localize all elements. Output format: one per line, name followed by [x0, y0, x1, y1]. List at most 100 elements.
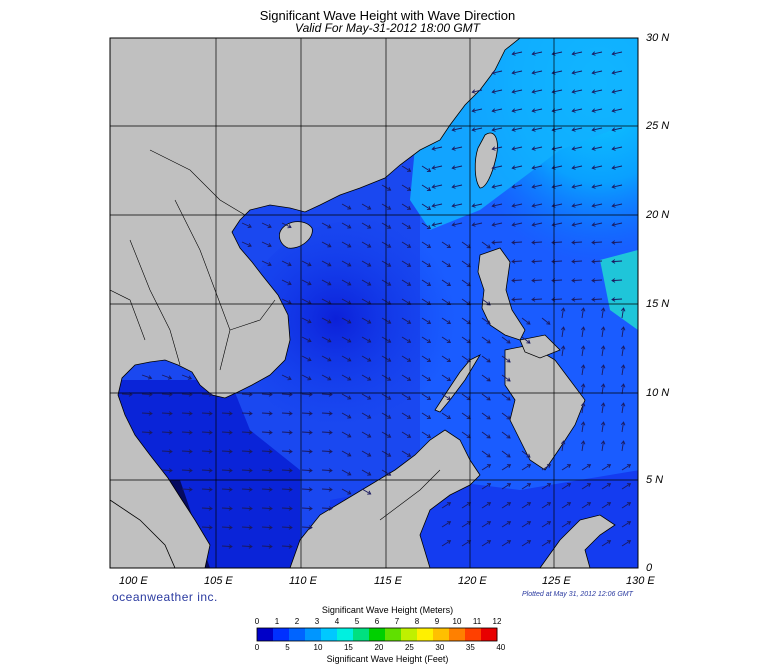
- wave-arrow-head: [531, 203, 536, 208]
- brand-logo-text: oceanweather inc.: [112, 590, 218, 604]
- wave-arrow: [401, 412, 411, 419]
- wave-arrow: [612, 127, 623, 131]
- wave-arrow: [241, 526, 253, 529]
- wave-arrow-head: [387, 281, 392, 286]
- wave-arrow-head: [367, 281, 372, 286]
- wave-arrow: [592, 203, 603, 207]
- wave-arrow: [572, 184, 583, 188]
- wave-arrow-head: [347, 376, 352, 381]
- wave-arrow: [511, 298, 523, 301]
- wave-arrow: [501, 374, 511, 382]
- colorbar-swatch: [401, 628, 418, 641]
- wave-arrow: [541, 464, 551, 471]
- wave-arrow-head: [511, 222, 516, 227]
- wave-arrow-head: [431, 203, 436, 208]
- wave-arrow-head: [571, 70, 576, 75]
- wave-arrow-head: [531, 70, 536, 75]
- wave-arrow-head: [451, 165, 456, 170]
- wave-arrow: [421, 412, 431, 419]
- wave-arrow-head: [307, 357, 312, 362]
- wave-arrow-head: [327, 262, 332, 267]
- wave-arrow-head: [188, 487, 193, 492]
- wave-arrow-head: [611, 146, 616, 151]
- wave-arrow: [511, 260, 523, 263]
- wave-arrow-head: [308, 525, 313, 530]
- wave-arrow-head: [267, 243, 272, 248]
- wave-arrow-head: [431, 184, 436, 189]
- colorbar-swatch: [337, 628, 354, 641]
- wave-arrow: [592, 89, 603, 93]
- wave-arrow: [401, 450, 411, 457]
- wave-arrow-head: [486, 434, 491, 439]
- wave-arrow: [421, 203, 431, 210]
- east-swell-highlight: [600, 250, 638, 330]
- wave-arrow-head: [367, 243, 372, 248]
- colorbar-swatch: [449, 628, 466, 641]
- wave-arrow-head: [446, 301, 452, 306]
- wave-arrow: [452, 222, 463, 226]
- wave-arrow: [601, 346, 605, 357]
- wave-arrow-head: [546, 540, 552, 545]
- wave-arrow-head: [307, 338, 312, 343]
- wave-arrow-head: [426, 225, 432, 229]
- wave-arrow: [501, 540, 511, 547]
- wave-arrow-head: [506, 540, 512, 545]
- wave-arrow-head: [531, 51, 536, 56]
- wave-arrow-head: [626, 521, 632, 526]
- wave-arrow-head: [531, 89, 536, 94]
- wave-arrow-head: [511, 297, 516, 302]
- wave-arrow: [361, 450, 371, 457]
- wave-arrow-head: [168, 449, 173, 454]
- wave-arrow-head: [486, 320, 491, 325]
- lon-label-110: 110 E: [289, 575, 317, 587]
- wave-arrow-head: [511, 203, 516, 208]
- wave-arrow: [561, 464, 571, 471]
- wave-arrow: [261, 431, 273, 434]
- wave-arrow-head: [451, 127, 456, 132]
- wave-arrow: [441, 540, 451, 547]
- wave-arrow: [491, 241, 503, 244]
- wave-arrow: [592, 184, 603, 188]
- wave-arrow: [281, 545, 293, 548]
- wave-arrow: [361, 203, 371, 210]
- wave-arrow: [201, 393, 213, 396]
- wave-arrow: [581, 502, 591, 509]
- wave-arrow: [492, 127, 503, 131]
- wave-arrow: [581, 464, 591, 471]
- wave-arrow: [441, 298, 451, 305]
- wave-arrow-head: [580, 345, 586, 350]
- wave-arrow-head: [267, 224, 272, 229]
- wave-arrow-head: [248, 468, 253, 473]
- wave-arrow-head: [526, 521, 532, 526]
- wave-arrow-head: [506, 377, 511, 382]
- wave-arrow: [221, 450, 233, 453]
- wave-arrow-head: [307, 281, 312, 286]
- wave-arrow-head: [571, 240, 576, 245]
- colorbar-feet-tick: 0: [254, 643, 260, 652]
- wave-arrow: [501, 521, 511, 528]
- wave-arrow-head: [606, 540, 612, 545]
- wave-arrow: [401, 260, 411, 267]
- wave-arrow: [621, 327, 625, 338]
- wave-arrow-head: [511, 127, 516, 132]
- chart-subtitle: Valid For May-31-2012 18:00 GMT: [295, 21, 480, 35]
- wave-arrow-head: [208, 506, 213, 511]
- wave-arrow: [401, 336, 411, 343]
- wave-arrow: [501, 355, 511, 363]
- wave-arrow: [261, 526, 273, 529]
- wave-arrow-head: [571, 51, 576, 56]
- wave-arrow: [601, 483, 611, 490]
- wave-arrow: [532, 127, 543, 131]
- wave-arrow-head: [288, 506, 293, 511]
- wave-arrow: [281, 393, 293, 396]
- wave-arrow: [561, 346, 565, 357]
- wave-arrow: [221, 507, 233, 510]
- asian-mainland: [110, 38, 521, 568]
- wave-arrow-head: [347, 490, 352, 495]
- wave-arrow: [161, 412, 173, 415]
- wave-arrow: [221, 488, 233, 491]
- wave-arrow-head: [546, 483, 552, 488]
- wave-arrow: [592, 108, 603, 112]
- wave-arrow: [621, 521, 631, 528]
- colorbar-feet-tick: 40: [496, 643, 506, 652]
